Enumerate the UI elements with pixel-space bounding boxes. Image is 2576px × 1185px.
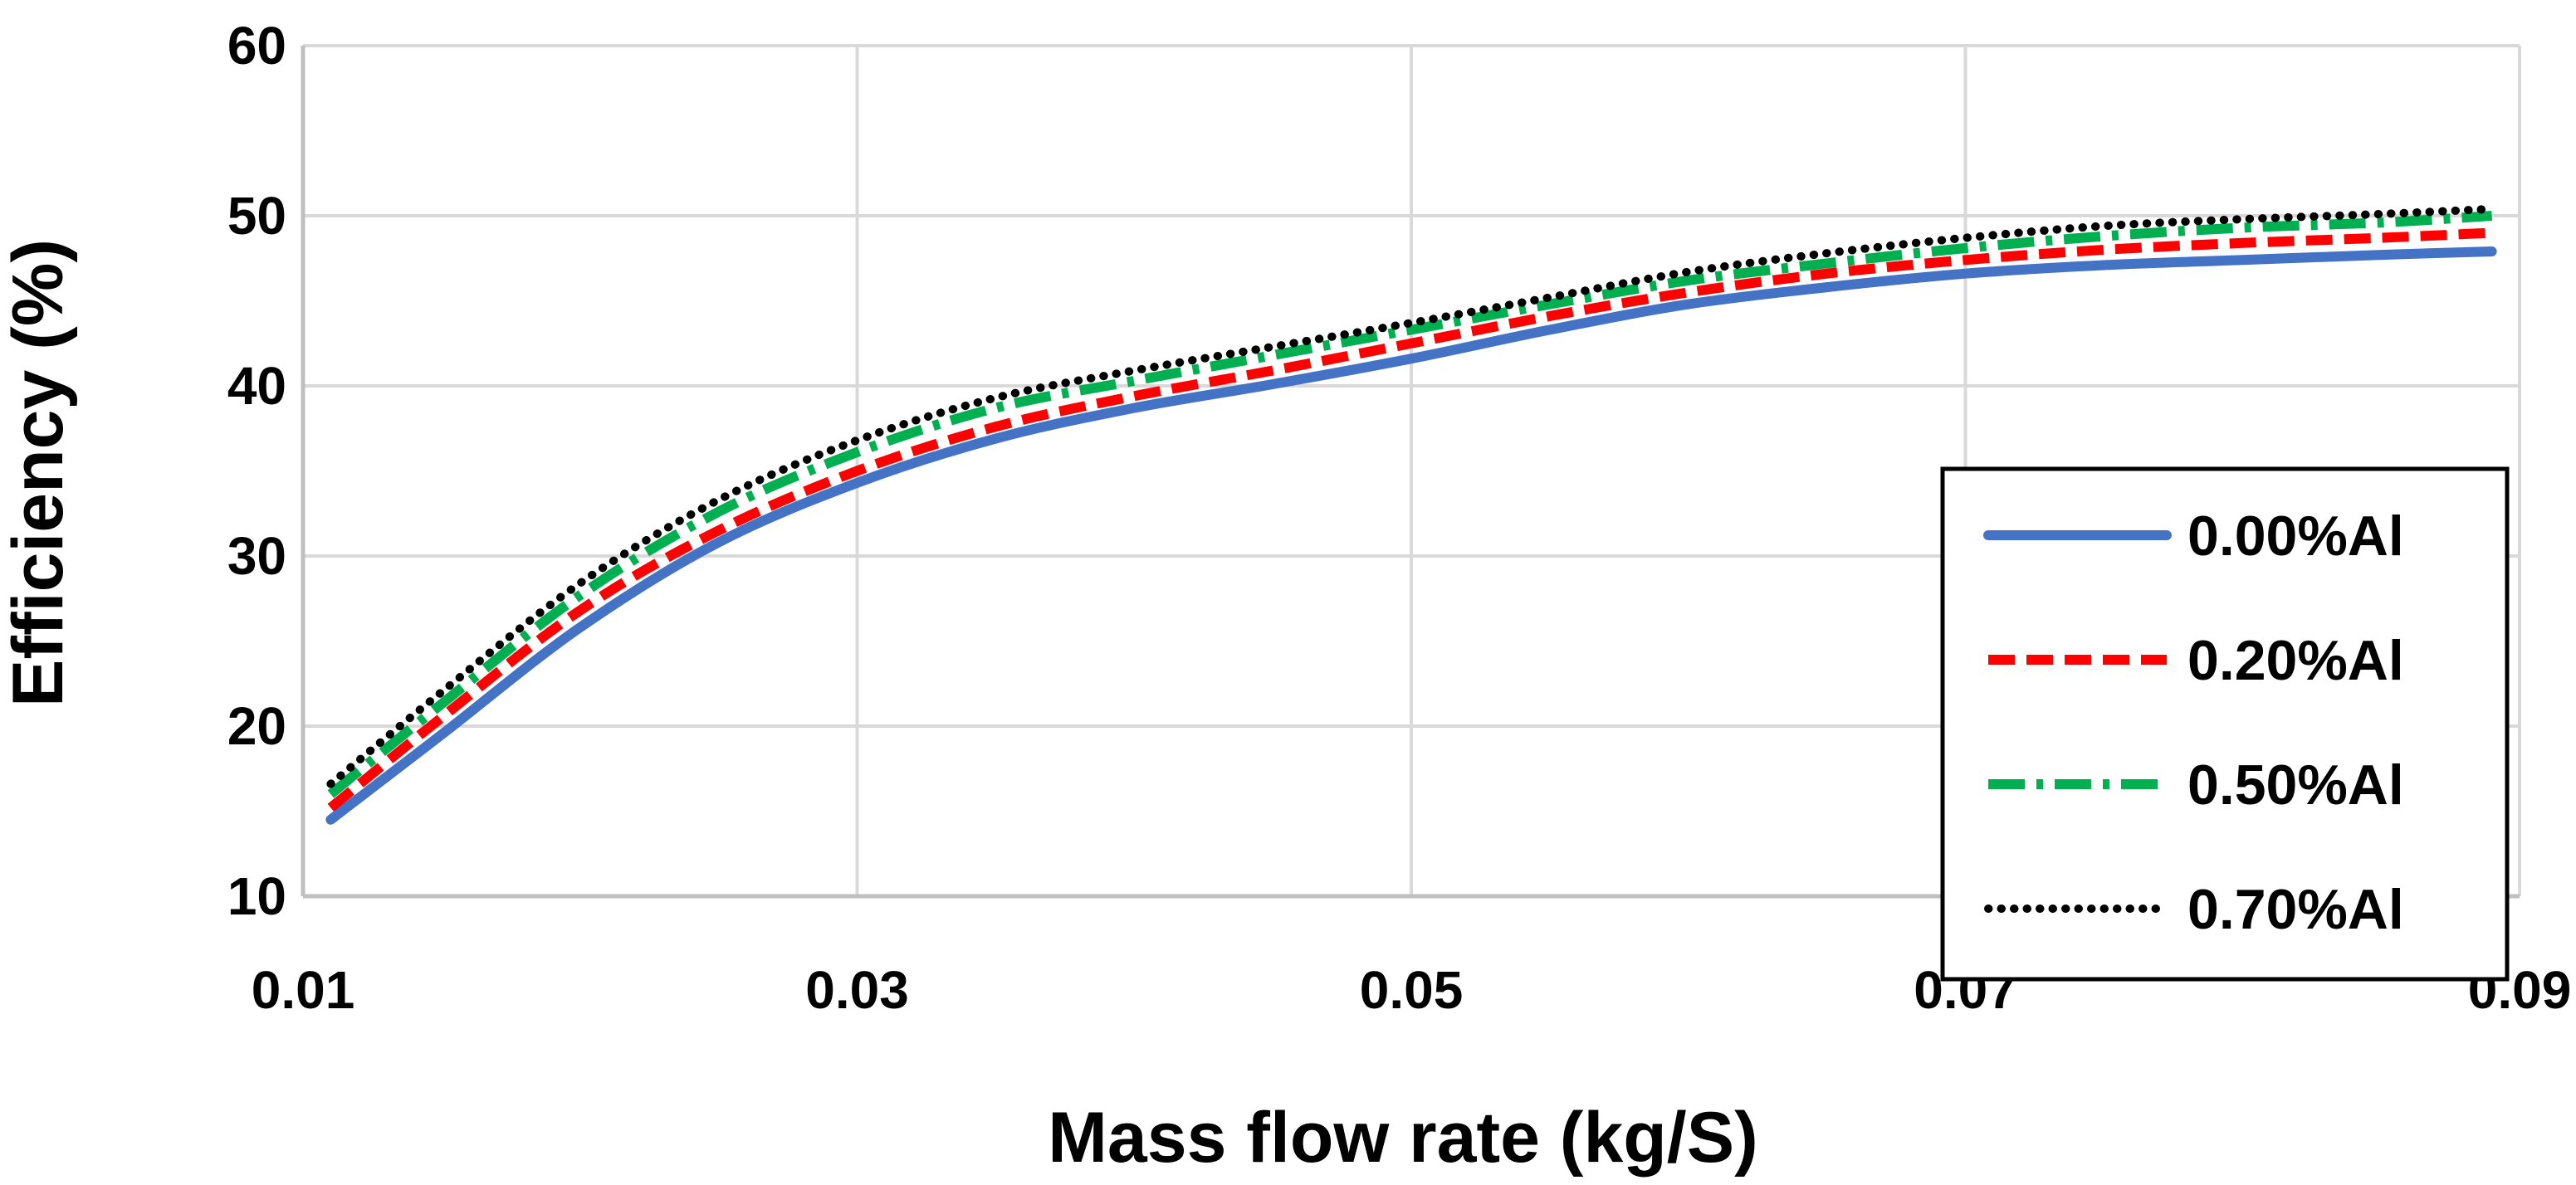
- y-tick-label: 30: [227, 526, 286, 586]
- legend-label: 0.70%Al: [2187, 878, 2404, 941]
- legend-entry: 0.70%Al: [1984, 878, 2404, 941]
- legend-entry: 0.20%Al: [1988, 629, 2404, 692]
- legend: 0.00%Al 0.20%Al 0.50%Al 0.70%Al: [1940, 466, 2510, 982]
- series-line-0-70-al: [326, 204, 2496, 788]
- x-axis-title: Mass flow rate (kg/S): [1048, 1098, 1757, 1178]
- x-tick-label: 0.01: [252, 960, 355, 1020]
- series-line-0-50-al: [327, 211, 2492, 798]
- y-tick-label: 20: [227, 696, 286, 756]
- legend-entry: 0.50%Al: [1988, 753, 2404, 817]
- y-tick-label: 10: [227, 866, 286, 926]
- x-tick-label: 0.05: [1360, 960, 1464, 1020]
- y-tick-label: 40: [227, 356, 286, 416]
- legend-label: 0.00%Al: [2187, 505, 2404, 568]
- legend-label: 0.50%Al: [2187, 753, 2404, 817]
- legend-label: 0.20%Al: [2187, 629, 2404, 692]
- series-line-0-20-al: [327, 227, 2492, 812]
- y-axis-title: Efficiency (%): [0, 239, 78, 707]
- y-tick-label: 50: [227, 186, 286, 246]
- y-tick-label: 60: [227, 16, 286, 76]
- legend-box: [1940, 466, 2510, 982]
- legend-entry: 0.00%Al: [1983, 505, 2404, 568]
- series-line-0-00-al: [325, 246, 2497, 825]
- x-tick-label: 0.03: [805, 960, 909, 1020]
- series-layer: [325, 204, 2497, 825]
